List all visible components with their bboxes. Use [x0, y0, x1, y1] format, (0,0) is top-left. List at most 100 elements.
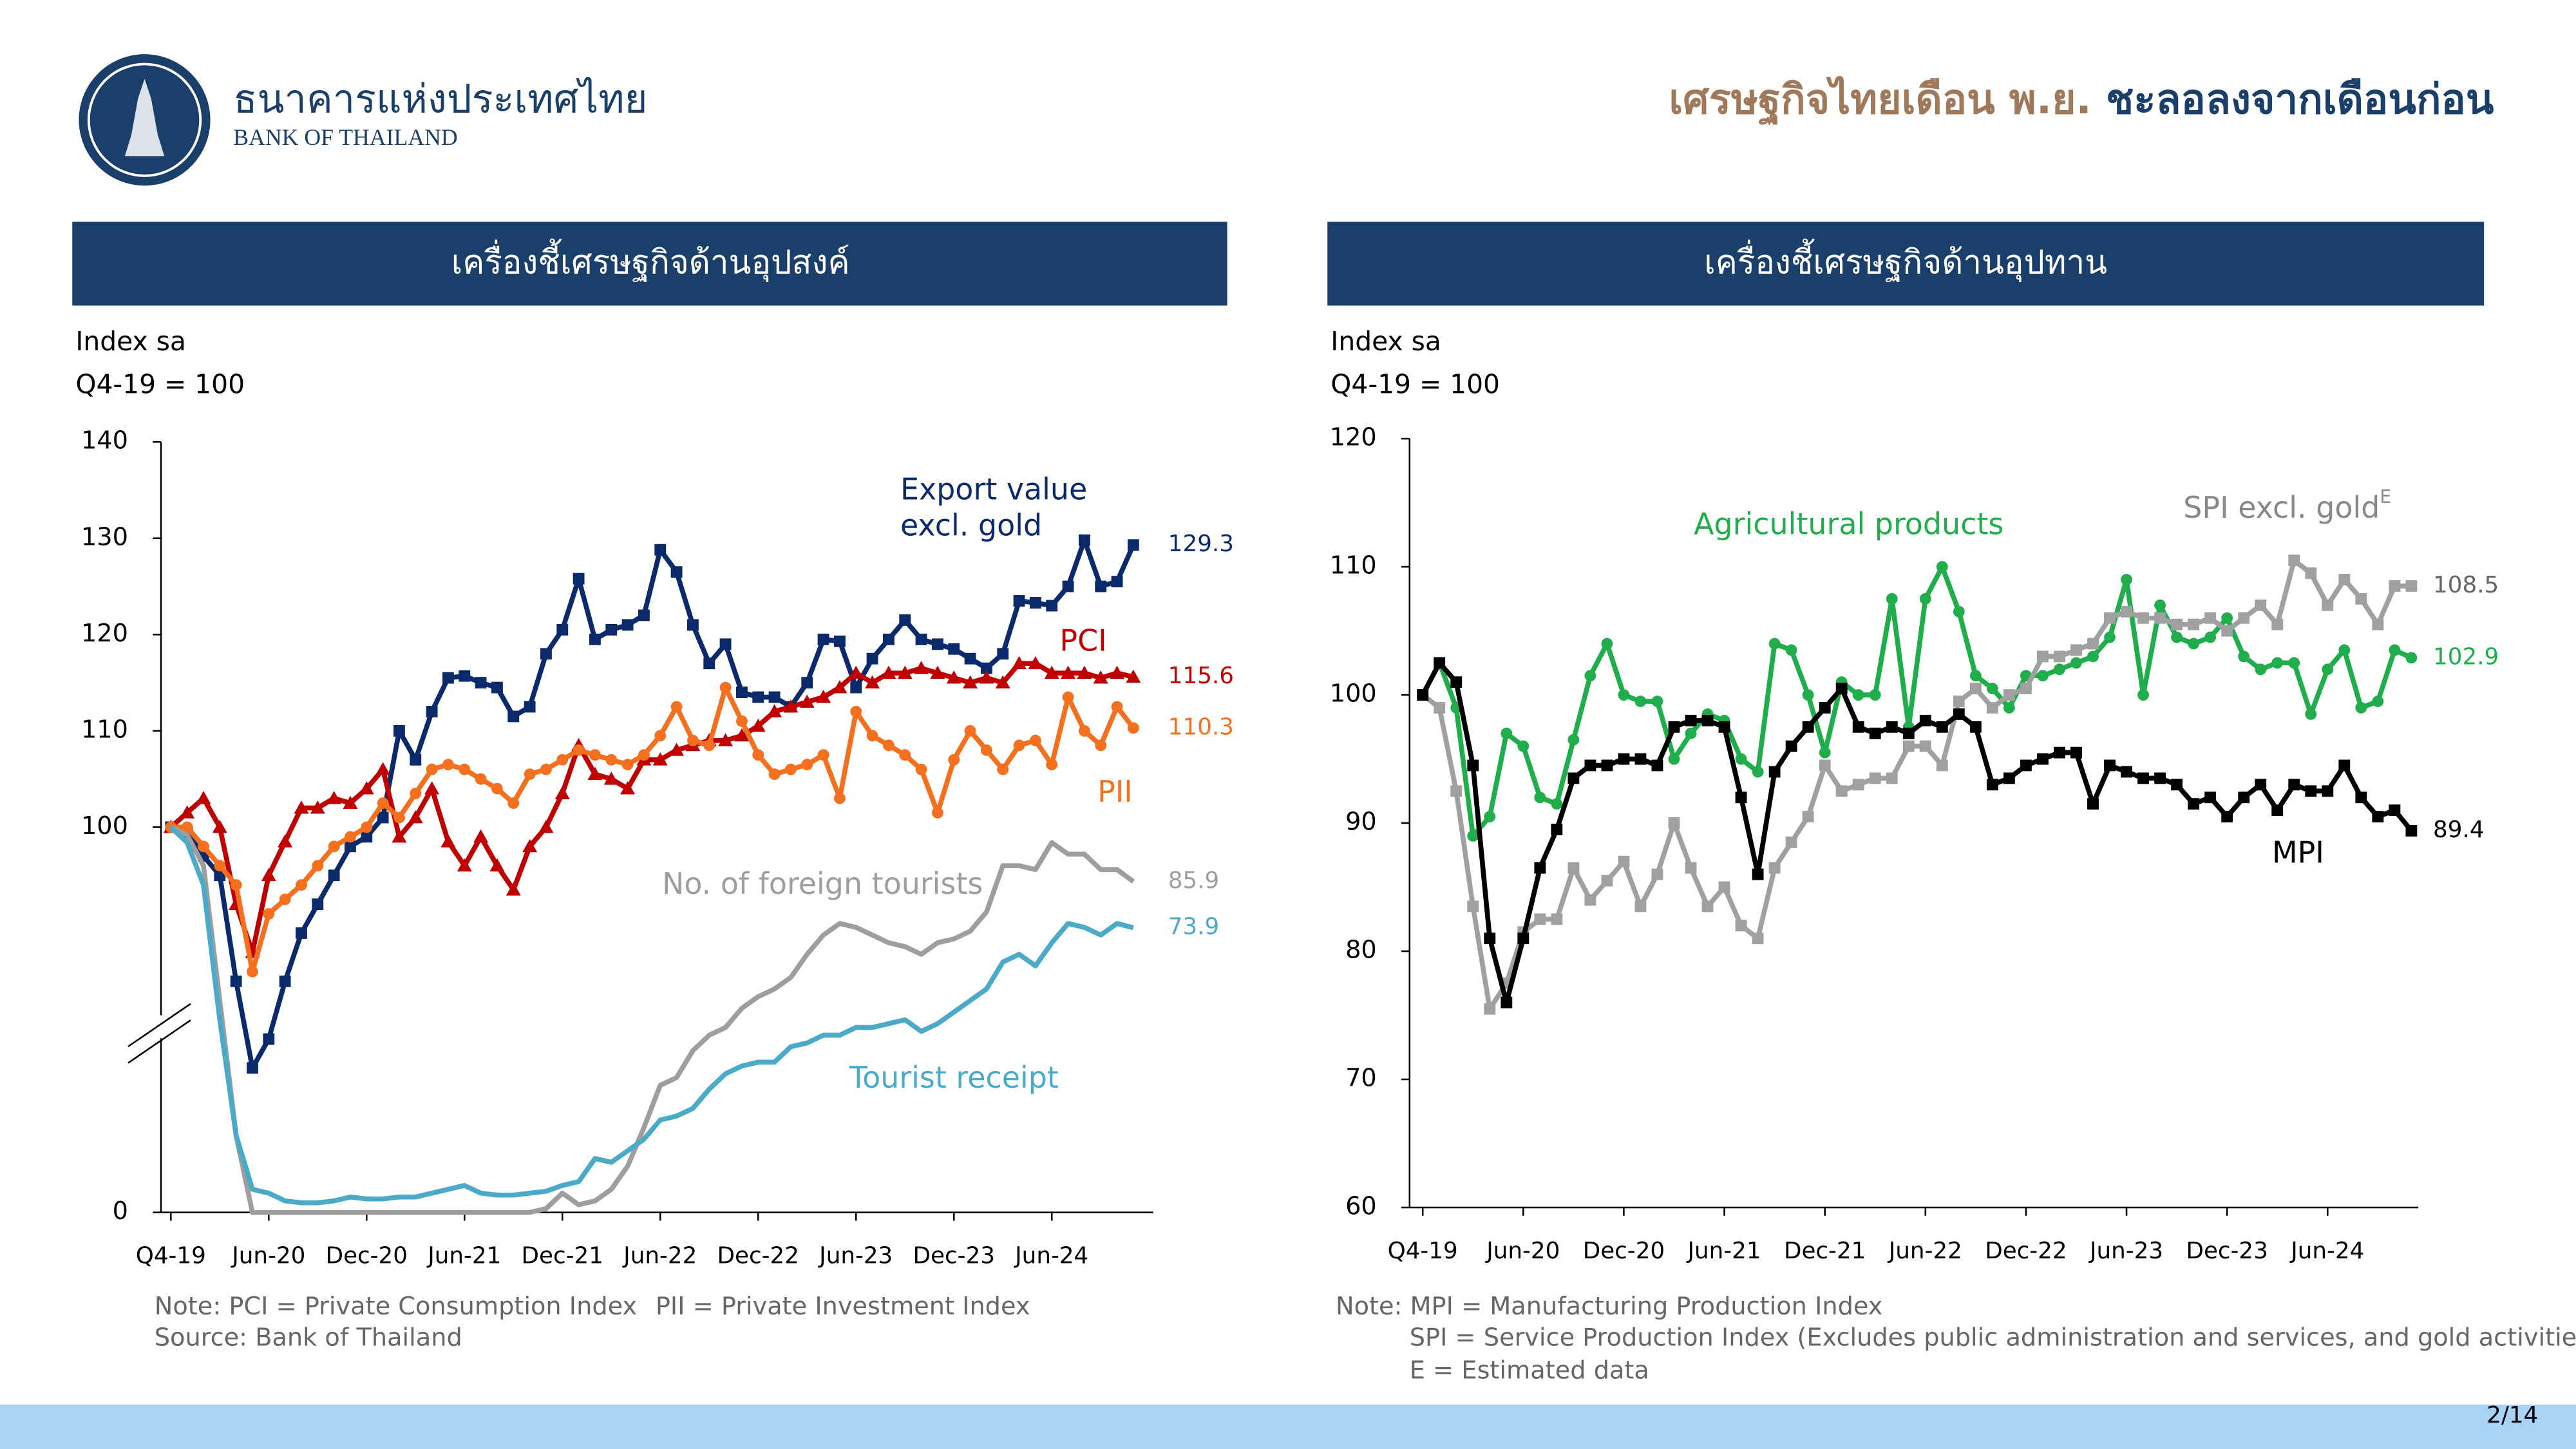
- marker: [261, 867, 276, 882]
- marker: [1434, 657, 1446, 669]
- marker: [196, 791, 211, 804]
- marker: [1785, 740, 1797, 752]
- marker: [2154, 772, 2166, 784]
- marker: [1501, 996, 1513, 1009]
- y-tick-label: 120: [81, 619, 128, 648]
- marker: [948, 643, 960, 655]
- marker: [2405, 580, 2418, 592]
- marker: [1111, 701, 1123, 713]
- marker: [375, 762, 391, 775]
- marker: [1584, 894, 1596, 906]
- marker: [899, 614, 911, 626]
- marker: [2020, 683, 2032, 695]
- marker: [734, 728, 750, 742]
- marker: [1953, 696, 1965, 707]
- marker: [181, 821, 193, 833]
- marker: [687, 734, 699, 746]
- x-tick-label: Jun-22: [1888, 1238, 1962, 1264]
- marker: [2338, 644, 2351, 656]
- marker: [1484, 933, 1496, 945]
- marker: [1735, 920, 1747, 932]
- marker: [915, 633, 927, 645]
- marker: [1718, 721, 1730, 733]
- marker: [540, 648, 552, 660]
- series-label: PII: [1097, 774, 1133, 809]
- axis-note: Q4-19 = 100: [75, 368, 245, 399]
- marker: [475, 677, 487, 689]
- marker: [2121, 574, 2132, 585]
- marker: [1802, 721, 1814, 733]
- marker: [1768, 766, 1781, 778]
- marker: [556, 753, 569, 766]
- marker: [2238, 791, 2250, 804]
- marker: [1869, 772, 1881, 784]
- series-label-text: Agricultural products: [1694, 506, 2003, 541]
- marker: [768, 691, 781, 703]
- marker: [1029, 597, 1041, 609]
- marker: [1450, 785, 1463, 797]
- marker: [850, 706, 862, 717]
- marker: [997, 648, 1009, 660]
- marker: [279, 893, 291, 905]
- marker: [2054, 663, 2065, 676]
- marker: [687, 619, 699, 631]
- marker: [980, 744, 992, 756]
- marker: [1668, 721, 1680, 733]
- marker: [2322, 785, 2334, 797]
- marker: [964, 724, 976, 737]
- marker: [2305, 708, 2317, 720]
- marker: [426, 763, 438, 775]
- marker: [312, 860, 324, 872]
- marker: [1785, 836, 1797, 848]
- y-tick-label: 100: [1330, 679, 1377, 708]
- marker: [654, 730, 667, 742]
- panel-title: เครื่องชี้เศรษฐกิจด้านอุปสงค์: [451, 239, 850, 283]
- marker: [1886, 592, 1898, 605]
- marker: [1735, 791, 1747, 804]
- marker: [2372, 618, 2384, 630]
- marker: [1618, 689, 1630, 701]
- marker: [491, 681, 503, 694]
- marker: [964, 652, 976, 665]
- bank-name-th: ธนาคารแห่งประเทศไทย: [233, 76, 647, 122]
- marker: [1752, 868, 1764, 880]
- marker: [1852, 689, 1864, 701]
- marker: [1601, 875, 1613, 887]
- marker: [2037, 753, 2049, 765]
- marker: [620, 781, 636, 795]
- marker: [768, 768, 781, 781]
- marker: [278, 834, 293, 848]
- marker: [247, 1062, 258, 1074]
- marker: [328, 869, 340, 882]
- axis-break: [128, 1019, 191, 1064]
- marker: [393, 724, 405, 737]
- marker: [2204, 791, 2217, 804]
- marker: [442, 759, 454, 771]
- marker: [605, 753, 618, 766]
- marker: [718, 733, 734, 746]
- y-tick-label: 0: [113, 1197, 128, 1226]
- marker: [230, 879, 242, 891]
- series-label-text: MPI: [2272, 835, 2324, 869]
- marker: [345, 831, 356, 843]
- marker: [359, 781, 374, 795]
- marker: [605, 623, 618, 636]
- marker: [408, 810, 423, 824]
- x-tick-label: Jun-20: [1485, 1238, 1560, 1264]
- marker: [735, 687, 748, 698]
- marker: [1062, 580, 1074, 592]
- marker: [1869, 727, 1881, 739]
- marker: [1936, 721, 1948, 733]
- series-label: MPI: [2272, 835, 2324, 869]
- marker: [296, 879, 307, 891]
- marker: [2121, 766, 2132, 778]
- series-label: Tourist receipt: [849, 1060, 1059, 1095]
- marker: [2288, 779, 2300, 791]
- marker: [2288, 657, 2300, 669]
- y-tick-label: 100: [81, 811, 128, 840]
- x-tick-label: Q4-19: [1388, 1238, 1458, 1264]
- marker: [2003, 772, 2015, 784]
- marker: [2087, 638, 2099, 650]
- marker: [1127, 722, 1139, 734]
- marker: [948, 753, 960, 766]
